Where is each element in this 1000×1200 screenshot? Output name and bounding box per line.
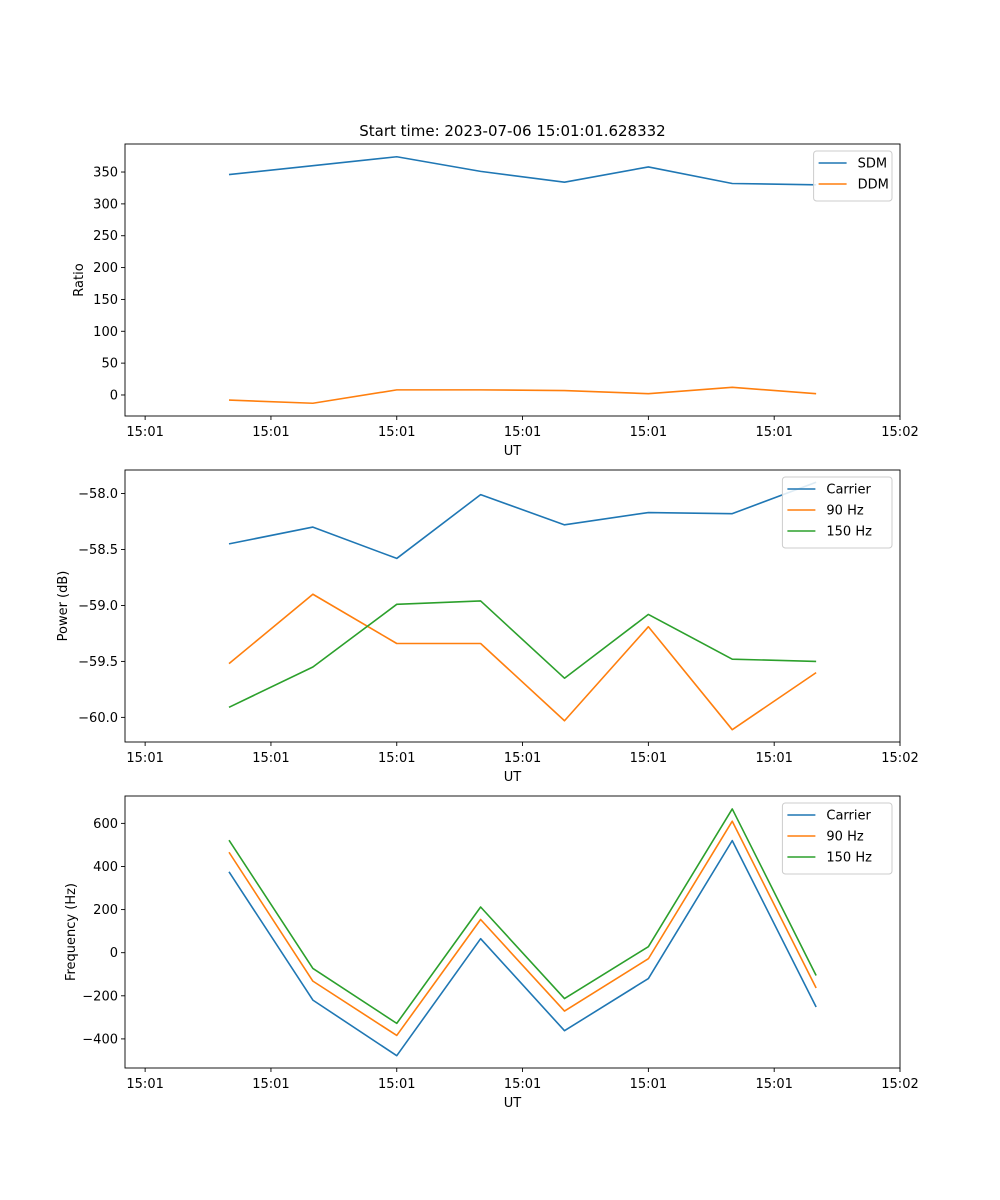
x-tick-label: 15:01 [126,1077,163,1092]
series-line-carrier [228,481,817,560]
x-tick-label: 15:02 [881,1077,918,1092]
x-tick-label: 15:01 [755,1077,792,1092]
legend-label: Carrier [826,809,871,824]
axes-frame [124,469,901,743]
chart-panel-1: 15:01 15:01 15:01 15:01 15:01 15:01 15:02 0 50 10… [72,143,919,459]
x-tick-label: 15:01 [252,751,289,766]
y-axis-label: Power (dB) [56,571,71,642]
x-axis-label: UT [504,1096,522,1111]
legend: Carrier 90 Hz 150 Hz [781,802,893,875]
x-tick-label: 15:01 [630,751,667,766]
x-axis-label: UT [504,444,522,459]
x-tick-label: 15:01 [378,1077,415,1092]
axes-frame [124,143,901,417]
chart-panel-2: 15:01 15:01 15:01 15:01 15:01 15:01 15:02 −60.0… [56,469,919,785]
x-tick-label: 15:02 [881,751,918,766]
chart-panel-3: 15:01 15:01 15:01 15:01 15:01 15:01 15:02 −400 −… [64,795,919,1111]
y-tick-label: 100 [93,325,118,340]
series-line-ddm [228,386,817,405]
legend: Carrier 90 Hz 150 Hz [781,476,893,549]
x-tick-label: 15:01 [755,751,792,766]
chart-panels: 15:01 15:01 15:01 15:01 15:01 15:01 15:02 0 50 10… [56,143,919,1111]
y-tick-label: 0 [110,388,118,403]
x-tick-label: 15:02 [881,425,918,440]
y-tick-label: 250 [93,229,118,244]
y-tick-label: 400 [93,860,118,875]
series-line-150-hz [228,808,817,1025]
y-tick-label: −200 [82,989,118,1004]
x-tick-label: 15:01 [504,751,541,766]
y-tick-label: −400 [82,1032,118,1047]
y-tick-label: −59.0 [78,599,118,614]
y-tick-label: 150 [93,293,118,308]
y-tick-label: 300 [93,197,118,212]
y-tick-label: 600 [93,817,118,832]
legend: SDM DDM [813,150,893,202]
y-axis-label: Frequency (Hz) [64,883,79,981]
legend-label: 150 Hz [826,525,872,540]
y-tick-label: 200 [93,261,118,276]
figure-title: Start time: 2023-07-06 15:01:01.628332 [359,122,665,140]
legend-label: 90 Hz [826,504,863,519]
series-line-150-hz [228,600,817,709]
y-tick-label: −58.0 [78,487,118,502]
y-tick-label: −58.5 [78,543,118,558]
legend-label: 150 Hz [826,851,872,866]
x-tick-label: 15:01 [630,425,667,440]
x-axis-label: UT [504,770,522,785]
legend-label: SDM [858,157,887,172]
series-line-90-hz [228,593,817,731]
y-tick-label: 350 [93,166,118,181]
x-tick-label: 15:01 [504,1077,541,1092]
series-line-carrier [228,839,817,1057]
legend-label: Carrier [826,483,871,498]
legend-label: 90 Hz [826,830,863,845]
x-tick-label: 15:01 [252,1077,289,1092]
axes-frame [124,795,901,1069]
y-tick-label: −59.5 [78,655,118,670]
x-tick-label: 15:01 [378,425,415,440]
x-tick-label: 15:01 [378,751,415,766]
series-line-sdm [228,155,817,186]
series-line-90-hz [228,820,817,1037]
y-tick-label: 0 [110,946,118,961]
y-tick-label: 50 [101,357,118,372]
legend-label: DDM [858,178,889,193]
x-tick-label: 15:01 [630,1077,667,1092]
x-tick-label: 15:01 [126,425,163,440]
y-tick-label: 200 [93,903,118,918]
y-axis-label: Ratio [72,263,87,296]
x-tick-label: 15:01 [504,425,541,440]
y-tick-label: −60.0 [78,711,118,726]
x-tick-label: 15:01 [126,751,163,766]
x-tick-label: 15:01 [755,425,792,440]
x-tick-label: 15:01 [252,425,289,440]
